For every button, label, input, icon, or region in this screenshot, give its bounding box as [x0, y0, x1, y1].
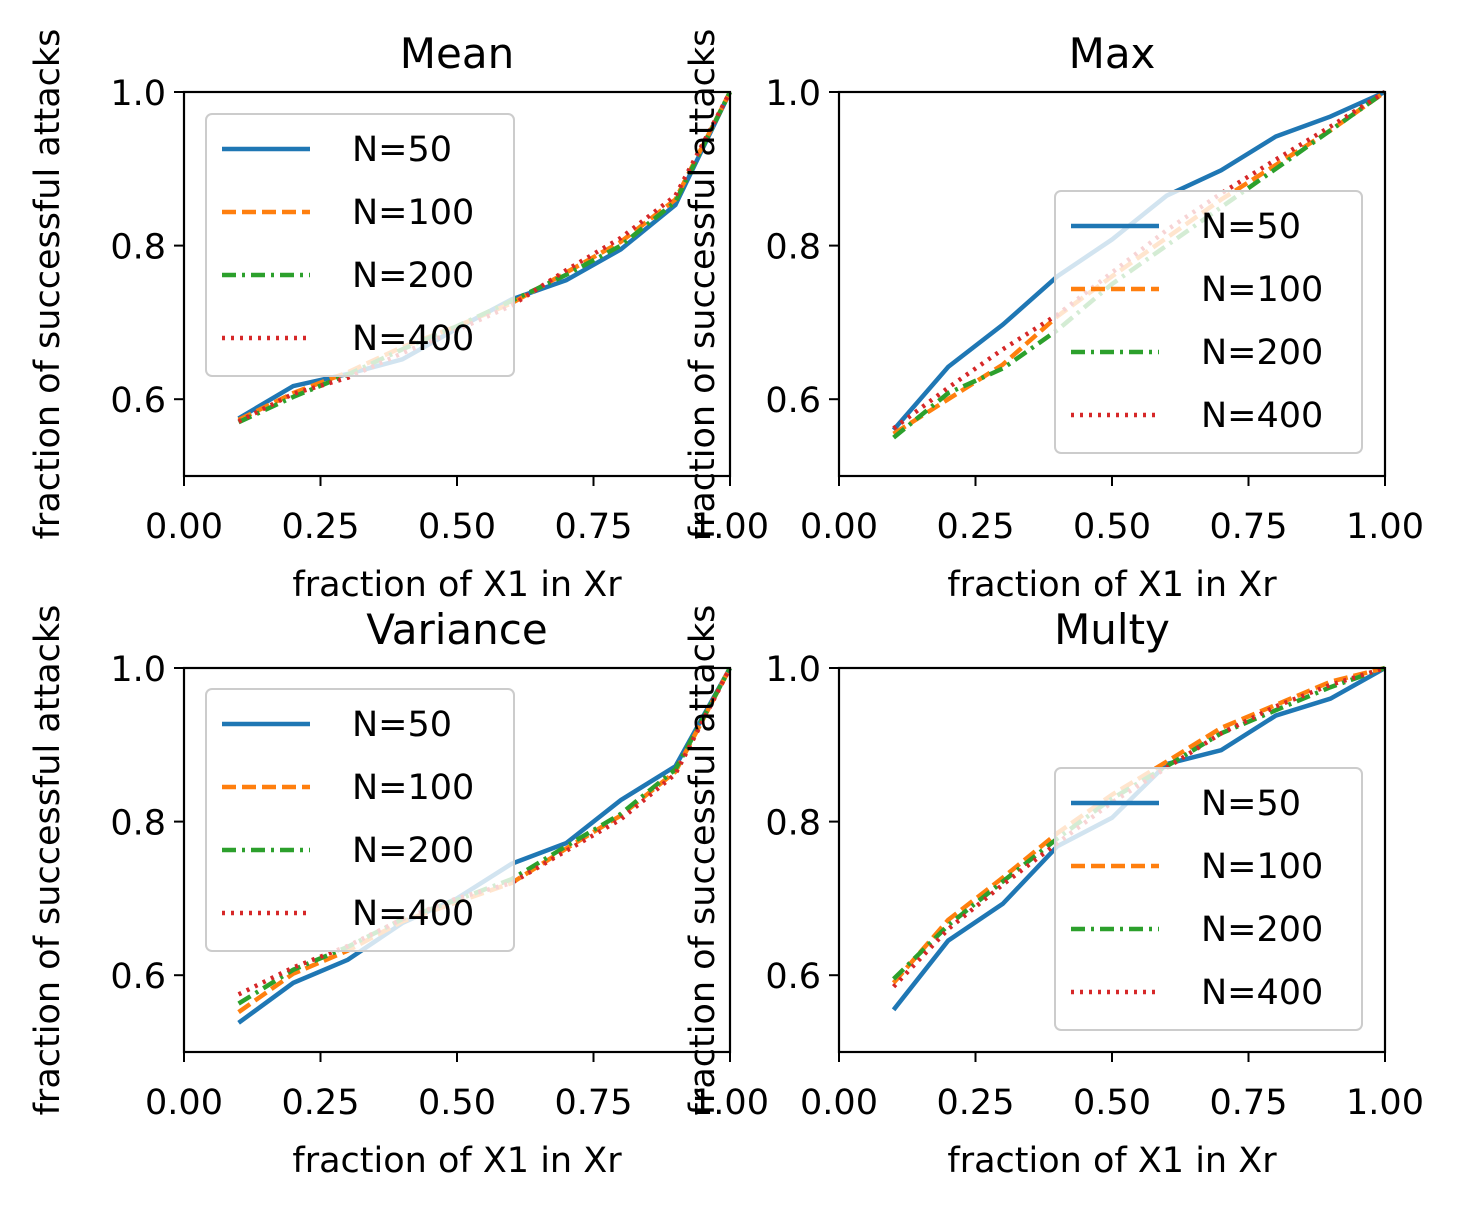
x-tick-label: 0.25 [937, 507, 1015, 547]
y-tick-label: 0.6 [765, 381, 821, 421]
legend-box [1054, 190, 1363, 454]
y-tick-label: 1.0 [765, 74, 821, 114]
chart-title: Mean [400, 29, 514, 78]
legend-label: N=400 [1201, 973, 1323, 1013]
y-axis-label: fraction of successful attacks [28, 29, 68, 540]
x-axis-label: fraction of X1 in Xr [947, 1141, 1277, 1181]
series-line-n-100 [237, 666, 732, 1014]
legend-label: N=50 [352, 130, 452, 170]
x-tick-label: 1.00 [1346, 1083, 1424, 1123]
series-line-n-400 [237, 666, 733, 997]
y-tick-label: 0.8 [110, 804, 166, 844]
chart-panel-variance: 0.00 0.25 0.50 0.75 1.00 0.6 0.8 1.0 Variance fra… [28, 605, 769, 1181]
x-tick-label: 0.00 [145, 1083, 223, 1123]
legend-box [1054, 767, 1363, 1031]
y-tick-label: 0.6 [765, 957, 821, 997]
legend-box [205, 113, 515, 377]
y-tick-label: 0.8 [765, 804, 821, 844]
chart-panel-max: 0.00 0.25 0.50 0.75 1.00 0.6 0.8 1.0 Max fraction… [683, 29, 1424, 605]
x-tick-label: 0.25 [282, 1083, 360, 1123]
y-axis-label: fraction of successful attacks [28, 605, 68, 1116]
x-axis-label: fraction of X1 in Xr [292, 565, 622, 605]
legend-label: N=100 [352, 193, 474, 233]
y-tick-label: 1.0 [110, 74, 166, 114]
chart-title: Max [1069, 29, 1156, 78]
chart-panel-multy: 0.00 0.25 0.50 0.75 1.00 0.6 0.8 1.0 Multy fracti… [683, 605, 1424, 1181]
legend-label: N=100 [1201, 847, 1323, 887]
legend-label: N=100 [1201, 270, 1323, 310]
legend-label: N=100 [352, 768, 474, 808]
chart-title: Variance [366, 605, 547, 654]
x-tick-label: 0.00 [145, 507, 223, 547]
legend-label: N=400 [1201, 396, 1323, 436]
legend: N=50 N=100 N=200 N=400 [205, 113, 515, 377]
legend-label: N=200 [1201, 910, 1323, 950]
x-tick-label: 1.00 [1346, 507, 1424, 547]
legend: N=50 N=100 N=200 N=400 [205, 688, 515, 952]
legend: N=50 N=100 N=200 N=400 [1054, 190, 1363, 454]
legend-label: N=200 [352, 831, 474, 871]
x-tick-label: 0.25 [937, 1083, 1015, 1123]
x-tick-label: 0.50 [1073, 507, 1151, 547]
y-axis-label: fraction of successful attacks [683, 605, 723, 1116]
legend-label: N=50 [1201, 207, 1301, 247]
x-tick-label: 0.75 [555, 1083, 633, 1123]
legend-box [205, 688, 515, 952]
x-tick-label: 0.75 [555, 507, 633, 547]
y-axis-label: fraction of successful attacks [683, 29, 723, 540]
x-axis-label: fraction of X1 in Xr [292, 1141, 622, 1181]
legend: N=50 N=100 N=200 N=400 [1054, 767, 1363, 1031]
x-tick-label: 0.75 [1210, 1083, 1288, 1123]
x-tick-label: 0.00 [800, 507, 878, 547]
x-tick-label: 0.75 [1210, 507, 1288, 547]
x-tick-label: 1.00 [691, 507, 769, 547]
y-tick-label: 1.0 [765, 650, 821, 690]
legend-label: N=200 [352, 256, 474, 296]
x-tick-label: 0.25 [282, 507, 360, 547]
x-tick-label: 0.50 [418, 507, 496, 547]
y-tick-label: 0.8 [110, 228, 166, 268]
x-tick-label: 1.00 [691, 1083, 769, 1123]
series-line-n-200 [892, 665, 1386, 981]
legend-label: N=200 [1201, 333, 1323, 373]
y-tick-label: 0.6 [110, 381, 166, 421]
x-tick-label: 0.50 [418, 1083, 496, 1123]
legend-label: N=50 [1201, 784, 1301, 824]
series-line-n-400 [237, 90, 732, 424]
legend-label: N=50 [352, 705, 452, 745]
chart-panel-mean: 0.00 0.25 0.50 0.75 1.00 0.6 0.8 1.0 Mean fractio… [28, 29, 769, 605]
x-tick-label: 0.00 [800, 1083, 878, 1123]
series-line-n-400 [892, 90, 1387, 431]
series-line-n-400 [891, 665, 1386, 989]
chart-title: Multy [1054, 605, 1170, 654]
y-tick-label: 0.8 [765, 228, 821, 268]
y-tick-label: 1.0 [110, 650, 166, 690]
legend-label: N=400 [352, 319, 474, 359]
legend-label: N=400 [352, 894, 474, 934]
x-axis-label: fraction of X1 in Xr [947, 565, 1277, 605]
y-tick-label: 0.6 [110, 957, 166, 997]
x-tick-label: 0.50 [1073, 1083, 1151, 1123]
